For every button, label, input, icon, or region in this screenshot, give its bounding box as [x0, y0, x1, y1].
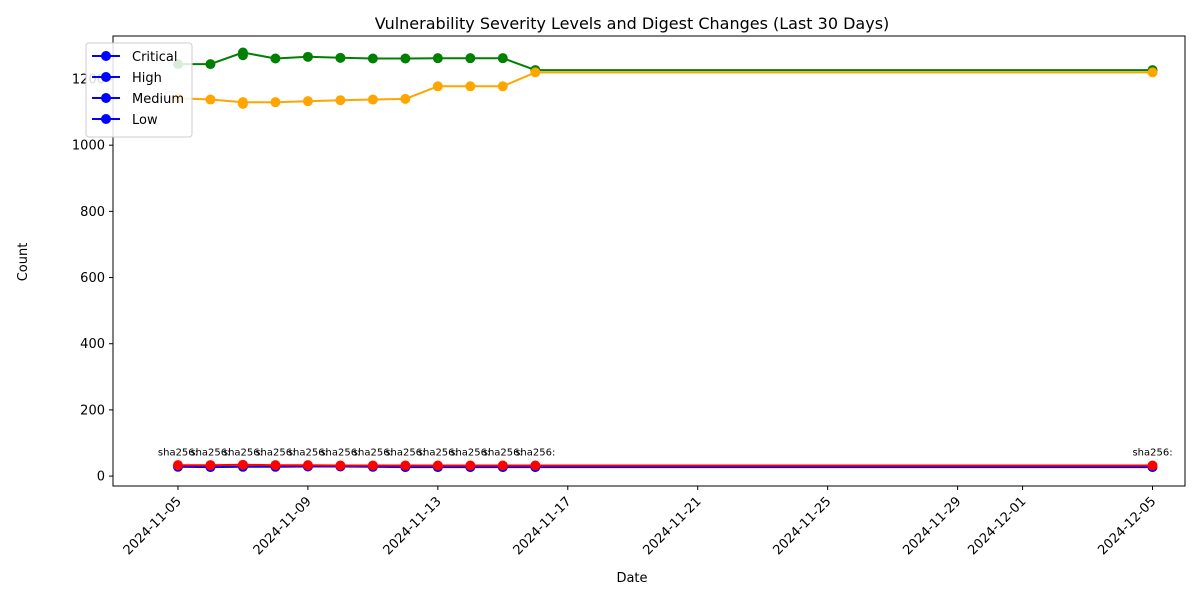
data-point [237, 459, 248, 470]
annotation-label: sha256: [483, 447, 523, 458]
data-point [237, 98, 248, 109]
data-point [400, 53, 411, 64]
legend-marker [101, 114, 111, 124]
data-point [432, 53, 443, 64]
data-point [497, 53, 508, 64]
x-axis: 2024-11-05 2024-11-09 2024-11-13 2024-11-17… [121, 486, 1159, 558]
annotation-label: sha256: [288, 447, 328, 458]
data-point [465, 53, 476, 64]
annotation-label: sha256: [1132, 447, 1172, 458]
legend-marker [101, 51, 111, 61]
legend-label: Critical [132, 50, 177, 65]
data-point [1147, 460, 1158, 471]
series-line [178, 463, 1153, 467]
data-point [172, 460, 183, 471]
legend-label: Low [132, 113, 158, 128]
annotation-label: sha256: [190, 447, 230, 458]
data-point [302, 51, 313, 62]
data-point [335, 460, 346, 471]
data-point [205, 59, 216, 70]
plot-frame [112, 35, 1186, 487]
series-3 [172, 459, 1158, 471]
x-axis-label: Date [616, 571, 647, 586]
data-point [530, 460, 541, 471]
chart-title: Vulnerability Severity Levels and Digest… [375, 14, 890, 33]
data-point [432, 81, 443, 92]
series-line [178, 51, 1153, 72]
y-tick-label: 200 [80, 403, 105, 418]
data-point [367, 94, 378, 105]
data-point [1147, 67, 1158, 78]
legend-box [85, 42, 193, 138]
annotation-label: sha256: [450, 447, 490, 458]
data-point [497, 460, 508, 471]
annotation-label: sha256: [515, 447, 555, 458]
data-point [400, 460, 411, 471]
x-tick-label: 2024-12-01 [965, 494, 1029, 558]
data-point [270, 460, 281, 471]
annotation-label: sha256: [158, 447, 198, 458]
series-line [177, 465, 1153, 469]
series-1 [172, 67, 1158, 109]
legend-label: Medium [132, 92, 184, 107]
data-point [302, 96, 313, 107]
x-tick-label: 2024-11-29 [900, 494, 964, 558]
y-tick-label: 400 [80, 337, 105, 352]
legend: Critical High Medium Low [85, 42, 193, 138]
data-point [302, 460, 313, 471]
data-point [497, 81, 508, 92]
x-tick-label: 2024-11-09 [251, 494, 315, 558]
data-point [465, 460, 476, 471]
legend-entry: Medium [92, 92, 184, 107]
y-tick-label: 600 [80, 271, 105, 286]
data-point [530, 67, 541, 78]
y-axis-label: Count [16, 243, 31, 282]
series-line [177, 71, 1153, 104]
data-point [205, 460, 216, 471]
x-tick-label: 2024-11-13 [381, 494, 445, 558]
y-tick-label: 1000 [72, 139, 105, 154]
y-axis: 020040060080010001200 [72, 73, 113, 485]
data-point [400, 93, 411, 104]
annotation-label: sha256: [353, 447, 393, 458]
plot-area: sha256:sha256:sha256:sha256:sha256:sha25… [158, 47, 1173, 473]
x-tick-label: 2024-11-21 [641, 494, 705, 558]
x-tick-label: 2024-11-05 [121, 494, 185, 558]
annotation-label: sha256: [385, 447, 425, 458]
data-point [270, 53, 281, 64]
legend-marker [101, 93, 111, 103]
data-point [335, 95, 346, 106]
annotation-label: sha256: [223, 447, 263, 458]
x-tick-label: 2024-11-17 [511, 494, 575, 558]
legend-marker [101, 72, 111, 82]
y-tick-label: 800 [80, 205, 105, 220]
legend-entry: Low [92, 113, 158, 128]
x-tick-label: 2024-12-05 [1095, 494, 1159, 558]
data-point [270, 97, 281, 108]
annotation-label: sha256: [255, 447, 295, 458]
legend-label: High [132, 71, 162, 86]
legend-entry: Critical [92, 50, 177, 65]
annotation-label: sha256: [418, 447, 458, 458]
data-point [432, 460, 443, 471]
data-point [367, 460, 378, 471]
x-tick-label: 2024-11-25 [770, 494, 834, 558]
data-point [367, 53, 378, 64]
series-2 [172, 461, 1158, 473]
series-0 [172, 47, 1158, 76]
data-point [465, 81, 476, 92]
data-point [335, 52, 346, 63]
data-point [237, 50, 248, 61]
data-point [205, 94, 216, 105]
y-tick-label: 0 [97, 470, 105, 485]
annotation-label: sha256: [320, 447, 360, 458]
legend-entry: High [92, 71, 162, 86]
